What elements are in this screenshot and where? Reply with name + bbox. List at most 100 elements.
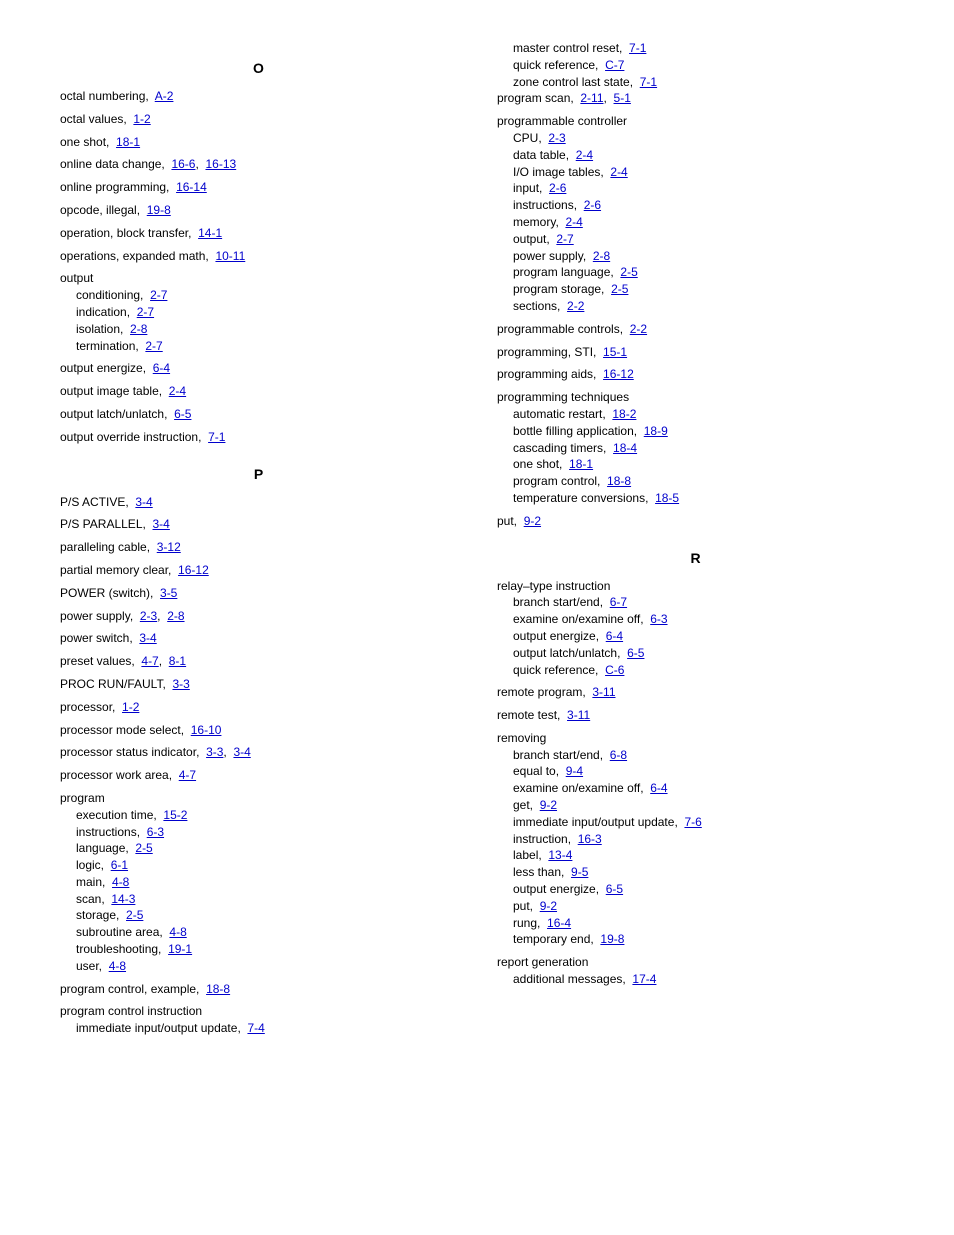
page-link[interactable]: 6-4 [153,361,170,375]
page-link[interactable]: 1-2 [133,112,150,126]
page-link[interactable]: 16-6 [171,157,195,171]
page-link[interactable]: 3-11 [592,685,615,699]
page-link[interactable]: 7-4 [247,1021,264,1035]
page-link[interactable]: 7-6 [684,815,701,829]
page-link[interactable]: 2-8 [130,322,147,336]
page-link[interactable]: 19-8 [600,932,624,946]
page-link[interactable]: 3-11 [567,708,590,722]
page-link[interactable]: 6-4 [606,629,623,643]
page-link[interactable]: 16-3 [578,832,602,846]
index-entry: processor work area, 4-7 [60,767,457,784]
index-entry: remote test, 3-11 [497,707,894,724]
page-link[interactable]: 3-4 [233,745,250,759]
index-subentry: storage, 2-5 [60,907,457,924]
page-link[interactable]: 1-2 [122,700,139,714]
page-link[interactable]: 9-5 [571,865,588,879]
page-link[interactable]: 6-8 [610,748,627,762]
index-subentry: CPU, 2-3 [497,130,894,147]
page-link[interactable]: 18-1 [116,135,140,149]
page-link[interactable]: 2-6 [584,198,601,212]
page-link[interactable]: 8-1 [169,654,186,668]
index-subentry: instruction, 16-3 [497,831,894,848]
page-link[interactable]: 3-3 [206,745,223,759]
page-link[interactable]: 2-3 [140,609,157,623]
page-link[interactable]: 6-5 [174,407,191,421]
page-link[interactable]: 16-12 [178,563,209,577]
page-link[interactable]: 7-1 [640,75,657,89]
page-link[interactable]: 3-4 [153,517,170,531]
page-link[interactable]: 2-3 [548,131,565,145]
page-link[interactable]: 2-4 [610,165,627,179]
page-link[interactable]: 4-7 [179,768,196,782]
index-subentry: user, 4-8 [60,958,457,975]
right-column: master control reset, 7-1quick reference… [497,40,894,1043]
page-link[interactable]: 5-1 [614,91,631,105]
page-link[interactable]: 4-8 [169,925,186,939]
page-link[interactable]: 2-5 [611,282,628,296]
page-link[interactable]: 2-7 [145,339,162,353]
page-link[interactable]: 14-1 [198,226,222,240]
page-link[interactable]: 17-4 [632,972,656,986]
page-link[interactable]: 6-5 [627,646,644,660]
page-link[interactable]: 6-5 [606,882,623,896]
page-link[interactable]: 18-5 [655,491,679,505]
page-link[interactable]: 2-5 [620,265,637,279]
page-link[interactable]: 18-8 [206,982,230,996]
page-link[interactable]: 2-5 [126,908,143,922]
page-link[interactable]: 9-2 [540,798,557,812]
page-link[interactable]: 19-8 [147,203,171,217]
page-link[interactable]: 15-2 [163,808,187,822]
page-link[interactable]: 19-1 [168,942,192,956]
page-link[interactable]: 16-14 [176,180,207,194]
page-link[interactable]: 2-11 [580,91,603,105]
page-link[interactable]: 2-5 [135,841,152,855]
page-link[interactable]: C-6 [605,663,624,677]
page-link[interactable]: 2-7 [556,232,573,246]
page-link[interactable]: 6-3 [147,825,164,839]
page-link[interactable]: 14-3 [111,892,135,906]
page-link[interactable]: 2-4 [169,384,186,398]
page-link[interactable]: 16-4 [547,916,571,930]
page-link[interactable]: 4-7 [141,654,158,668]
page-link[interactable]: 18-4 [613,441,637,455]
page-link[interactable]: 13-4 [548,848,572,862]
page-link[interactable]: 2-4 [576,148,593,162]
page-link[interactable]: 16-12 [603,367,634,381]
page-link[interactable]: 2-4 [565,215,582,229]
page-link[interactable]: 6-3 [650,612,667,626]
page-link[interactable]: 7-1 [208,430,225,444]
page-link[interactable]: 18-9 [644,424,668,438]
page-link[interactable]: 4-8 [109,959,126,973]
page-link[interactable]: 2-8 [593,249,610,263]
page-link[interactable]: 16-10 [191,723,222,737]
page-link[interactable]: 6-1 [111,858,128,872]
page-link[interactable]: 10-11 [215,249,245,263]
page-link[interactable]: 9-4 [566,764,583,778]
page-link[interactable]: 18-1 [569,457,593,471]
page-link[interactable]: 3-5 [160,586,177,600]
page-link[interactable]: 16-13 [205,157,236,171]
page-link[interactable]: 2-7 [137,305,154,319]
page-link[interactable]: 2-6 [549,181,566,195]
page-link[interactable]: 18-2 [612,407,636,421]
page-link[interactable]: 15-1 [603,345,627,359]
page-link[interactable]: 2-2 [630,322,647,336]
index-subentry: conditioning, 2-7 [60,287,457,304]
section-heading: R [497,550,894,566]
page-link[interactable]: 2-2 [567,299,584,313]
page-link[interactable]: 2-7 [150,288,167,302]
page-link[interactable]: 3-4 [139,631,156,645]
page-link[interactable]: C-7 [605,58,624,72]
page-link[interactable]: 18-8 [607,474,631,488]
page-link[interactable]: 7-1 [629,41,646,55]
page-link[interactable]: 4-8 [112,875,129,889]
page-link[interactable]: 3-4 [135,495,152,509]
page-link[interactable]: 9-2 [540,899,557,913]
page-link[interactable]: 3-3 [172,677,189,691]
page-link[interactable]: 2-8 [167,609,184,623]
page-link[interactable]: 9-2 [524,514,541,528]
page-link[interactable]: A-2 [155,89,174,103]
page-link[interactable]: 3-12 [157,540,181,554]
page-link[interactable]: 6-7 [610,595,627,609]
page-link[interactable]: 6-4 [650,781,667,795]
